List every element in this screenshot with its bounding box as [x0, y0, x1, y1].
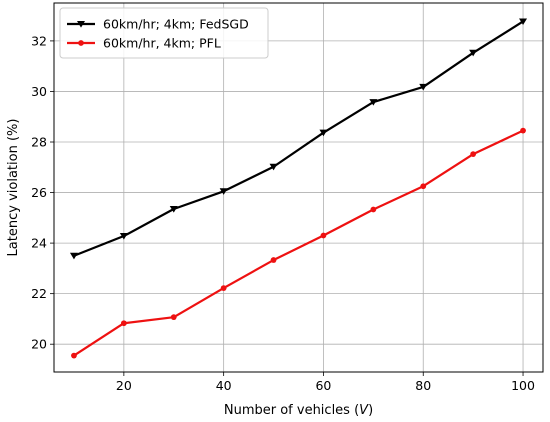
data-point [420, 183, 427, 190]
legend-item-1: 60km/hr; 4km; FedSGD [67, 17, 249, 32]
data-point [520, 127, 526, 134]
data-point [170, 314, 177, 321]
data-point [470, 151, 477, 158]
legend-box [59, 7, 269, 59]
legend-item-2: 60km/hr, 4km; PFL [67, 36, 221, 51]
legend-label: 60km/hr, 4km; PFL [103, 36, 221, 51]
series-line [73, 129, 524, 357]
x-tick-label: 80 [415, 378, 431, 393]
x-tick-label: 60 [315, 378, 331, 393]
x-axis-label: Number of vehicles (V) [224, 403, 373, 418]
data-point [369, 99, 378, 106]
data-point [71, 352, 77, 359]
y-tick-label: 20 [31, 337, 47, 352]
data-point [69, 252, 78, 260]
x-tick-label: 20 [116, 378, 132, 393]
data-point [119, 233, 128, 240]
series-layer [69, 18, 528, 359]
y-tick-label: 26 [31, 185, 47, 200]
y-axis-label: Latency violation (%) [6, 119, 21, 257]
data-point [320, 232, 327, 239]
data-point [77, 21, 85, 28]
legend: 60km/hr; 4km; FedSGD 60km/hr, 4km; PFL [59, 7, 269, 59]
data-point [419, 83, 428, 91]
data-point [169, 205, 178, 213]
y-tick-label: 24 [31, 236, 47, 251]
series-2 [71, 127, 526, 359]
y-tick-label: 28 [31, 135, 47, 150]
data-point [220, 285, 227, 291]
data-point [319, 129, 328, 137]
ticks: 20 40 60 80 100 20 22 24 26 28 30 32 [31, 33, 535, 393]
y-tick-label: 32 [31, 33, 47, 48]
plot-frame [53, 2, 544, 373]
data-point [78, 40, 84, 46]
data-point [120, 320, 127, 327]
x-tick-label: 100 [511, 378, 535, 393]
data-point [370, 206, 377, 213]
y-tick-label: 30 [31, 84, 47, 99]
series-1 [69, 18, 528, 260]
data-point [270, 257, 277, 263]
data-point [519, 18, 528, 26]
data-point [469, 49, 478, 57]
y-tick-label: 22 [31, 286, 47, 301]
x-tick-label: 40 [216, 378, 232, 393]
data-point [219, 188, 228, 195]
series-line [73, 20, 524, 257]
data-point [269, 163, 278, 171]
legend-label: 60km/hr; 4km; FedSGD [103, 17, 249, 32]
